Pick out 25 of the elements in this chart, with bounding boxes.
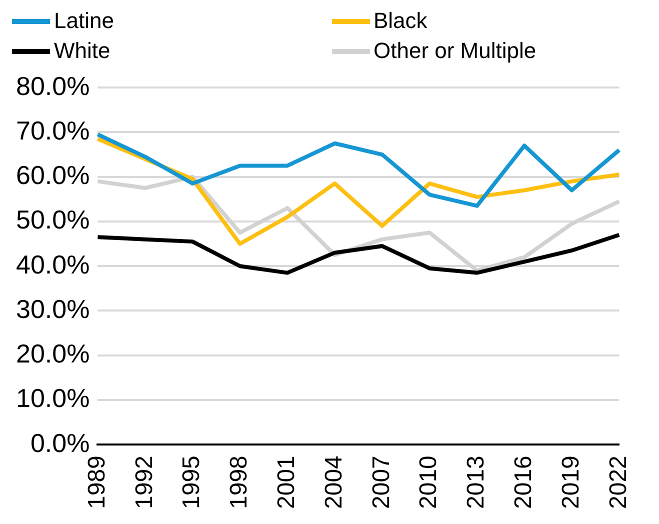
legend-label: Other or Multiple	[374, 38, 536, 64]
x-tick-label: 2019	[557, 456, 584, 509]
y-tick-label: 20.0%	[16, 338, 90, 369]
y-tick-label: 40.0%	[16, 249, 90, 280]
x-tick-label: 1992	[130, 456, 158, 509]
x-tick-label: 2013	[462, 456, 490, 509]
x-tick-label: 2022	[604, 456, 632, 509]
x-tick-label: 2010	[415, 456, 442, 509]
y-tick-label: 10.0%	[16, 383, 90, 414]
y-tick-label: 80.0%	[16, 70, 90, 101]
x-tick-label: 2001	[272, 456, 300, 509]
y-tick-label: 30.0%	[16, 294, 90, 324]
y-tick-label: 70.0%	[16, 115, 90, 146]
x-tick-label: 2016	[510, 456, 538, 509]
legend-label: White	[54, 38, 110, 64]
legend-label: Latine	[54, 8, 114, 34]
y-tick-label: 60.0%	[16, 160, 90, 190]
y-tick-label: 50.0%	[16, 204, 90, 235]
legend-label: Black	[374, 8, 428, 34]
x-tick-label: 2004	[320, 456, 348, 509]
x-tick-label: 1989	[83, 456, 110, 509]
x-tick-label: 1995	[178, 456, 206, 509]
y-tick-label: 0.0%	[30, 428, 90, 458]
x-tick-label: 2007	[368, 456, 395, 509]
x-tick-label: 1998	[226, 456, 253, 509]
